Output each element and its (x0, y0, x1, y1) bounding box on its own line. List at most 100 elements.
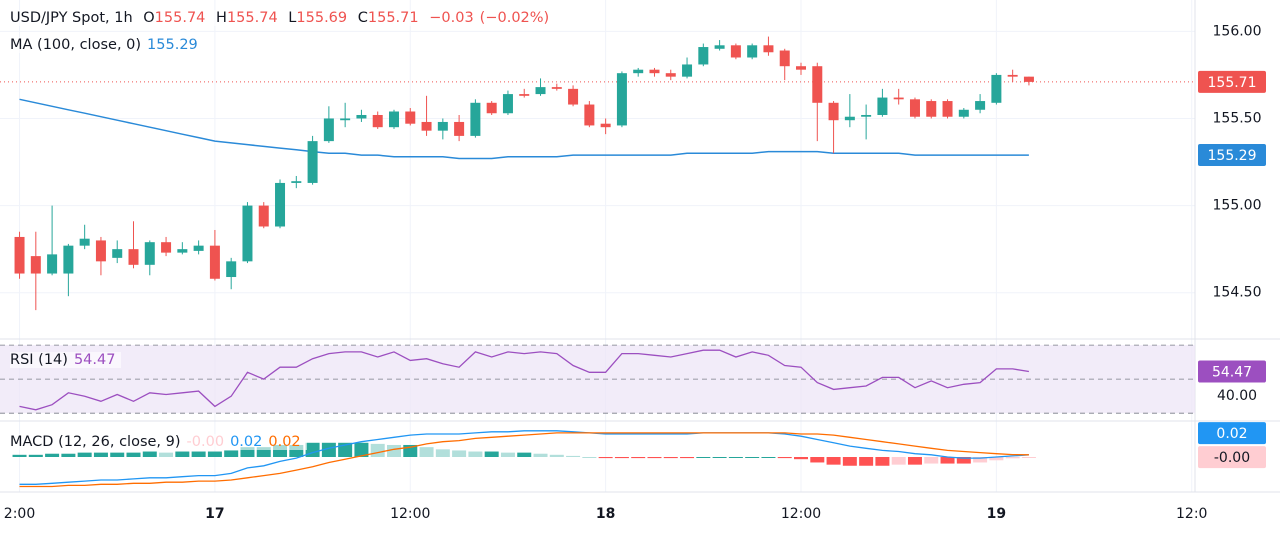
x-tick-label: 17 (205, 506, 224, 522)
candle-body (340, 118, 351, 121)
candle-body (30, 256, 41, 274)
candle-body (421, 121, 432, 131)
candle-body (128, 249, 139, 265)
macd-histogram-bar (875, 457, 890, 466)
ohlc-value: 155.69 (296, 10, 348, 26)
macd-legend: MACD (12, 26, close, 9) -0.00 0.02 0.02 (10, 434, 307, 450)
last-price-tag-text: 155.71 (1208, 75, 1257, 91)
macd-histogram-bar (891, 457, 906, 465)
macd-histogram-bar (810, 457, 825, 463)
candle-body (730, 45, 741, 58)
macd-histogram-bar (517, 452, 532, 457)
macd-histogram-bar (614, 457, 629, 459)
candle-body (633, 69, 644, 74)
candle-body (95, 240, 106, 262)
macd-histogram-bar (549, 454, 564, 457)
ma-tag-box (1198, 144, 1266, 167)
macd-histogram-bar (647, 457, 662, 459)
ohlc-letter: C (357, 10, 368, 26)
macd-tag-box (1198, 422, 1266, 445)
macd-histogram-bar (12, 454, 27, 457)
candle-body (454, 121, 465, 136)
candle-body (405, 111, 416, 124)
candle-body (991, 74, 1002, 103)
candle-body (600, 123, 611, 128)
change: −0.03 (429, 10, 474, 26)
candle-body (372, 114, 383, 128)
candle-body (144, 242, 155, 265)
candle-body (779, 50, 790, 67)
macd-histogram-bar (777, 457, 792, 459)
ohlc-value: 155.74 (226, 10, 278, 26)
histogram-tag-text: -0.00 (1214, 450, 1250, 466)
candle-body (877, 97, 888, 115)
macd-histogram-bar (1021, 457, 1036, 458)
macd-histogram-bar (159, 452, 174, 457)
x-tick-label: 2:00 (4, 506, 35, 522)
macd-histogram-bar (419, 447, 434, 457)
macd-histogram-bar (940, 457, 955, 464)
signal-line (19, 432, 1029, 488)
macd-histogram-bar (468, 451, 483, 457)
macd-histogram-bar (45, 453, 60, 457)
candle-body (161, 242, 172, 253)
ohlc-value: 155.71 (367, 10, 419, 26)
candle-body (112, 249, 123, 258)
candle-body (519, 94, 530, 96)
ohlc-value: 155.74 (154, 10, 206, 26)
macd-histogram-bar (354, 442, 369, 457)
macd-histogram-bar (207, 451, 222, 457)
rsi-name: RSI (14) (10, 352, 68, 368)
ohlc-letter: L (288, 10, 297, 26)
rsi-tag-text: 54.47 (1212, 365, 1252, 381)
macd-histogram-bar (224, 450, 239, 457)
candle-body (568, 88, 579, 105)
candle-body (909, 99, 920, 117)
candle-body (307, 141, 318, 183)
price-legend: USD/JPY Spot, 1h O155.74 H155.74 L155.69… (10, 10, 556, 26)
x-tick-label: 12:00 (390, 506, 430, 522)
candle-body (291, 181, 302, 183)
candle-body (682, 64, 693, 77)
macd-histogram-bar (989, 457, 1004, 461)
macd-histogram-bar (956, 457, 971, 464)
macd-histogram-bar (77, 452, 92, 457)
candle-body (828, 102, 839, 121)
macd-tag-text: 0.02 (1216, 426, 1247, 442)
candle-body (616, 73, 627, 126)
macd-histogram-bar (663, 457, 678, 459)
ma-tag-text: 155.29 (1208, 148, 1257, 164)
candle-body (79, 238, 90, 246)
candle-body (861, 114, 872, 117)
macd-histogram-bar (924, 457, 939, 464)
macd-histogram-bar (842, 457, 857, 466)
x-tick-label: 12:00 (781, 506, 821, 522)
candle-body (763, 45, 774, 53)
change-pct: (−0.02%) (479, 10, 550, 26)
y-tick-label: 155.50 (1213, 110, 1262, 126)
rsi-legend: RSI (14) 54.47 (10, 352, 122, 368)
ma-value: 155.29 (147, 37, 198, 53)
macd-histogram-bar (582, 457, 597, 458)
candle-body (926, 101, 937, 117)
candle-body (242, 205, 253, 262)
ma-line (19, 98, 1029, 160)
x-tick-label: 12:0 (1176, 506, 1207, 522)
rsi-tag-box (1198, 360, 1266, 383)
macd-value: 0.02 (230, 434, 263, 450)
macd-histogram-bar (93, 452, 108, 457)
macd-histogram-bar (696, 457, 711, 458)
macd-histogram-bar (175, 451, 190, 457)
candle-body (388, 111, 399, 128)
macd-histogram-bar (973, 457, 988, 463)
macd-histogram-bar (321, 442, 336, 457)
candle-body (356, 114, 367, 119)
signal-value: 0.02 (268, 434, 301, 450)
y-tick-label: 154.50 (1213, 285, 1262, 301)
macd-histogram-bar (631, 457, 646, 459)
candle-body (275, 182, 286, 227)
macd-histogram-bar (728, 457, 743, 458)
macd-histogram-bar (500, 452, 515, 457)
macd-histogram-bar (826, 457, 841, 465)
candle-body (470, 102, 481, 136)
